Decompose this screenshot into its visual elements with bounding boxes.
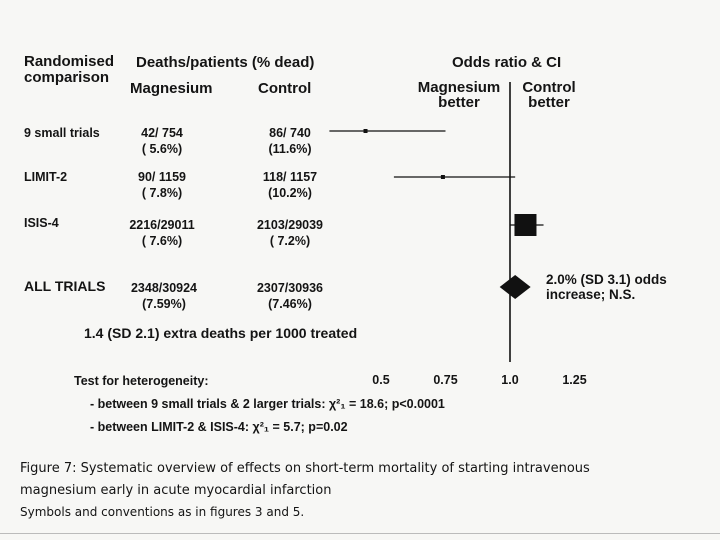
row-name: ISIS-4 (24, 216, 59, 230)
ctl-pct: (7.46%) (268, 297, 312, 311)
mg-pct: ( 5.6%) (141, 142, 183, 156)
header-odds-ratio: Odds ratio & CI (452, 54, 562, 71)
caption-line3: Symbols and conventions as in figures 3 … (20, 505, 305, 519)
row-name: ALL TRIALS (24, 278, 106, 294)
bottom-rule (0, 533, 720, 534)
ctl-count: 86/ 740 (269, 126, 311, 140)
header-magnesium: Magnesium (130, 80, 213, 97)
header-deaths: Deaths/patients (% dead) (136, 54, 315, 71)
header-control: Control (258, 80, 312, 97)
summary-note: 2.0% (SD 3.1) odds increase; N.S. (546, 272, 667, 302)
mg-pct: (7.59%) (142, 297, 186, 311)
mg-count: 42/ 754 (141, 126, 183, 140)
extra-deaths-note: 1.4 (SD 2.1) extra deaths per 1000 treat… (84, 325, 358, 341)
tick-label: 0.5 (372, 373, 390, 387)
point-estimate-1 (363, 129, 368, 133)
mg-pct: ( 7.6%) (141, 234, 183, 248)
header-comparison-line1: Randomised comparison (24, 54, 119, 86)
pooled-diamond (499, 275, 531, 299)
ctl-pct: (11.6%) (268, 142, 312, 156)
ctl-pct: ( 7.2%) (269, 234, 311, 248)
header-comparison: Randomised comparison (24, 53, 115, 86)
mg-count: 2216/29011 (129, 218, 195, 232)
caption-line2: magnesium early in acute myocardial infa… (20, 483, 332, 498)
ctl-pct: (10.2%) (268, 186, 312, 200)
ctl-count: 118/ 1157 (262, 170, 318, 184)
mg-count: 90/ 1159 (138, 170, 186, 184)
heterogeneity-title: Test for heterogeneity: (74, 374, 209, 388)
tick-label: 1.25 (562, 373, 587, 387)
caption-line1: Figure 7: Systematic overview of effects… (20, 461, 590, 476)
point-estimate-3 (514, 214, 537, 236)
favour-left-label: Magnesium better (417, 79, 501, 111)
mg-pct: ( 7.8%) (141, 186, 183, 200)
row-name: 9 small trials (24, 126, 100, 140)
favour-right-label: Control better (522, 79, 576, 111)
row-name: LIMIT-2 (24, 170, 68, 184)
heterogeneity-line2: - between LIMIT-2 & ISIS-4: χ²₁ = 5.7; p… (90, 420, 348, 434)
ctl-count: 2307/30936 (256, 281, 324, 295)
tick-label: 1.0 (501, 373, 519, 387)
ctl-count: 2103/29039 (256, 218, 324, 232)
point-estimate-2 (440, 175, 445, 179)
heterogeneity-line1: - between 9 small trials & 2 larger tria… (90, 397, 445, 411)
tick-label: 0.75 (433, 373, 458, 387)
mg-count: 2348/30924 (130, 281, 198, 295)
